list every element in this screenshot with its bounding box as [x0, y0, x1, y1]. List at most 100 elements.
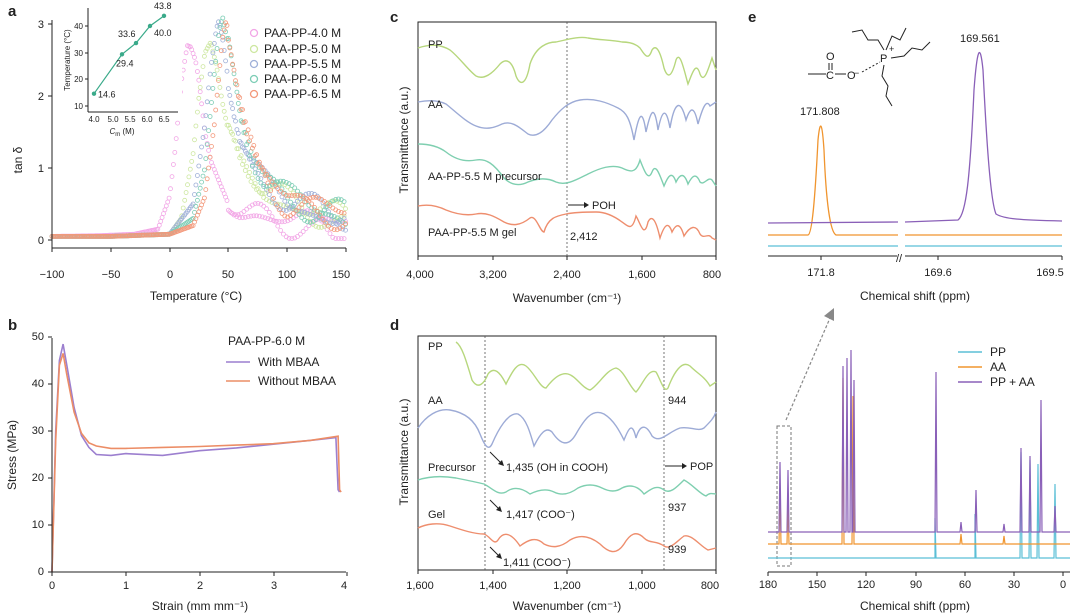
data-point [175, 120, 181, 126]
data-point [220, 15, 226, 21]
data-point [204, 46, 210, 51]
data-point [245, 214, 251, 220]
data-point [186, 174, 192, 180]
data-point [220, 102, 226, 107]
data-point [240, 215, 245, 221]
data-point [214, 92, 220, 98]
data-point [224, 68, 230, 74]
data-point [255, 161, 261, 166]
data-point [300, 229, 306, 234]
data-point [197, 154, 203, 159]
inset-x-axis-title: Cm (M) [110, 127, 135, 138]
data-point [221, 108, 227, 114]
data-point [261, 184, 267, 189]
data-point [207, 71, 213, 77]
panel-a-x-axis-title: Temperature (°C) [150, 289, 242, 303]
data-point [306, 198, 312, 204]
data-point [283, 192, 289, 198]
legend-label: PAA-PP-6.5 M [264, 87, 341, 101]
data-point [295, 198, 300, 204]
data-point [209, 60, 214, 65]
data-point [259, 169, 265, 175]
data-point [199, 101, 205, 107]
data-point [252, 170, 258, 176]
data-point [265, 216, 271, 222]
data-point [231, 67, 237, 73]
legend-marker [249, 89, 259, 99]
data-point [341, 210, 347, 216]
legend-label: AA [990, 360, 1006, 374]
annotation-pop: POP [665, 461, 713, 473]
data-point [242, 168, 248, 173]
data-point [273, 218, 279, 224]
legend-item: PP [958, 345, 1006, 359]
data-point [231, 114, 237, 120]
data-point [282, 219, 288, 224]
nmr-ppaa-upper [767, 52, 1063, 224]
panel-e-xtick-label: 169.5 [1036, 267, 1064, 279]
panel-label-c: c [390, 9, 398, 26]
data-point [282, 213, 288, 219]
data-point [165, 231, 171, 237]
data-point [225, 37, 231, 43]
data-point [273, 202, 279, 208]
inset-xtick-label: 4.0 [88, 115, 100, 124]
data-point [306, 211, 312, 217]
data-point [327, 231, 333, 237]
zoom-region-box [776, 425, 792, 567]
panel-a-x-ticks: −100 −50 0 50 100 150 [40, 248, 350, 281]
data-point [280, 203, 286, 209]
svg-text:1,435 (OH in COOH): 1,435 (OH in COOH) [506, 462, 608, 474]
annotation-1417: 1,417 (COO⁻) [489, 499, 575, 521]
data-point [203, 134, 209, 140]
data-point [316, 224, 322, 230]
data-point [249, 202, 255, 208]
data-point [299, 215, 305, 221]
spectrum-label-aa: AA [428, 99, 443, 111]
data-point [290, 211, 296, 216]
legend-marker [249, 59, 259, 69]
panel-e-x-axis-title: Chemical shift (ppm) [860, 289, 970, 303]
data-point [182, 59, 188, 64]
data-point [341, 199, 347, 205]
data-point [275, 186, 281, 191]
svg-text:POP: POP [690, 461, 713, 473]
data-point [225, 36, 231, 41]
data-point [306, 190, 312, 196]
annotation-poh: POH [592, 200, 616, 212]
inset-y-axis-title: Temperature (°C) [63, 29, 72, 91]
inset-point-label: 40.0 [154, 28, 172, 38]
panel-a-legend: PAA-PP-4.0 M PAA-PP-5.0 M PAA-PP-5.5 M P… [249, 26, 341, 101]
data-point [331, 227, 337, 233]
inset-xtick-label: 5.5 [124, 115, 136, 124]
data-point [194, 197, 200, 203]
data-point [166, 195, 172, 201]
series-without-mbaa [51, 353, 342, 573]
data-point [310, 194, 316, 200]
data-point [201, 53, 207, 59]
inset-point-label: 29.4 [116, 58, 134, 68]
zoom-arrowhead [824, 308, 834, 321]
data-point [261, 167, 267, 173]
data-point [196, 191, 202, 197]
panel-b-ytick-label: 10 [32, 519, 44, 531]
data-point [203, 156, 209, 162]
data-point [237, 215, 243, 221]
svg-text:−: − [854, 68, 859, 78]
panel-label-a: a [8, 3, 17, 20]
panel-b-plot-area [51, 343, 342, 573]
data-point [289, 193, 295, 199]
data-point [201, 125, 207, 131]
legend-marker [249, 74, 259, 84]
structure-charge: + [889, 44, 894, 54]
data-point [240, 107, 245, 112]
panel-e-lower-x-axis-title: Chemical shift (ppm) [860, 599, 970, 613]
data-point [217, 85, 223, 90]
data-point [279, 219, 285, 225]
data-point [234, 146, 240, 152]
panel-c-spectra [417, 36, 717, 241]
data-point [261, 195, 267, 201]
data-point [235, 146, 241, 152]
data-point [204, 176, 210, 182]
panel-c-y-axis-title: Transmittance (a.u.) [397, 87, 411, 194]
